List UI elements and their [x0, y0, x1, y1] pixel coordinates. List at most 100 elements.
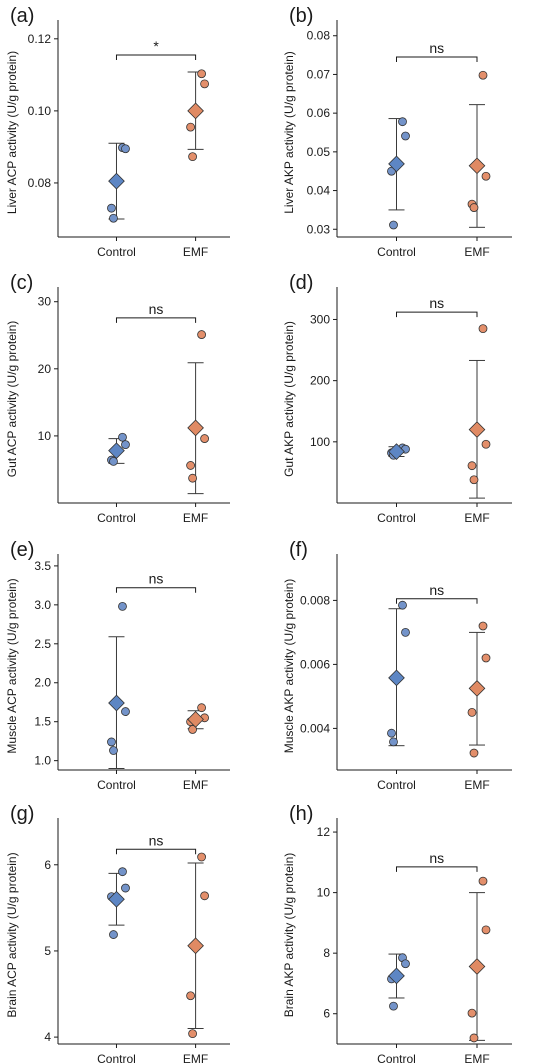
panel-label: (f) — [289, 539, 308, 561]
x-tick-label: EMF — [464, 511, 489, 525]
y-tick-label: 1.5 — [34, 715, 51, 729]
y-tick-label: 20 — [38, 362, 52, 376]
mean-marker — [187, 419, 204, 437]
y-tick-label: 3.0 — [34, 598, 51, 612]
data-point — [121, 440, 130, 450]
data-point — [121, 144, 130, 154]
mean-marker — [108, 694, 125, 712]
y-axis-title: Brain ACP activity (U/g protein) — [5, 852, 19, 1017]
data-point — [478, 621, 488, 631]
y-tick-label: 12 — [317, 825, 331, 839]
data-point — [481, 171, 491, 181]
x-tick-label: EMF — [183, 1052, 208, 1064]
panel-label: (d) — [289, 272, 313, 294]
data-point — [469, 475, 479, 485]
data-point — [478, 324, 488, 334]
y-tick-label: 2.0 — [34, 676, 51, 690]
data-point — [481, 925, 491, 935]
data-point — [387, 166, 396, 176]
data-point — [107, 737, 116, 747]
y-tick-label: 1.0 — [34, 754, 51, 768]
data-point — [467, 461, 477, 471]
significance-label: ns — [429, 295, 444, 311]
y-tick-label: 100 — [310, 435, 330, 449]
data-point — [109, 746, 118, 755]
mean-marker — [468, 157, 486, 175]
y-tick-label: 3.5 — [34, 559, 51, 573]
significance-bracket — [115, 54, 197, 61]
data-point — [109, 456, 118, 466]
x-tick-label: Control — [97, 511, 136, 525]
x-tick-label: Control — [377, 245, 416, 259]
data-point — [398, 600, 407, 610]
y-tick-label: 0.08 — [307, 29, 331, 43]
y-axis-title: Liver AKP activity (U/g protein) — [282, 51, 296, 214]
y-tick-label: 4 — [44, 1030, 51, 1044]
panel-label: (a) — [10, 5, 34, 27]
x-tick-label: EMF — [464, 245, 489, 259]
data-point — [389, 1001, 398, 1011]
significance-bracket — [396, 311, 478, 318]
x-tick-label: EMF — [183, 245, 208, 259]
x-tick-label: EMF — [183, 778, 208, 792]
significance-bracket — [396, 598, 478, 604]
data-point — [197, 69, 207, 79]
x-tick-label: EMF — [464, 1052, 489, 1064]
y-axis-title: Gut AKP activity (U/g protein) — [282, 321, 296, 477]
panel-d: (d) 100 200 300 Control EMF Gut AKP activity (… — [282, 272, 512, 525]
data-point — [478, 876, 488, 886]
data-point — [467, 708, 477, 717]
mean-marker — [187, 937, 204, 955]
y-tick-label: 0.006 — [300, 657, 330, 671]
data-point — [467, 1008, 477, 1018]
y-axis-title: Gut ACP activity (U/g protein) — [5, 321, 19, 478]
significance-label: ns — [149, 571, 164, 587]
x-tick-label: Control — [97, 245, 136, 259]
mean-marker — [108, 442, 125, 460]
significance-bracket — [115, 587, 197, 593]
panel-label: (c) — [10, 272, 33, 294]
x-tick-label: Control — [97, 1052, 136, 1064]
data-point — [481, 439, 491, 449]
data-point — [389, 737, 398, 747]
panel-label: (e) — [10, 539, 34, 561]
data-point — [197, 330, 207, 339]
y-tick-label: 0.07 — [307, 67, 331, 81]
data-point — [469, 748, 479, 758]
data-point — [121, 883, 130, 893]
data-point — [186, 122, 196, 132]
mean-marker — [468, 421, 486, 438]
mean-marker — [388, 155, 405, 173]
y-tick-label: 5 — [44, 944, 51, 958]
y-tick-label: 6 — [323, 1007, 330, 1021]
significance-label: * — [153, 38, 159, 54]
panel-label: (g) — [10, 803, 34, 825]
panel-label: (h) — [289, 803, 313, 825]
data-point — [188, 473, 198, 483]
data-point — [200, 79, 210, 89]
data-point — [188, 725, 198, 734]
significance-label: ns — [429, 850, 444, 866]
data-point — [188, 152, 198, 162]
data-point — [109, 930, 118, 939]
data-point — [387, 728, 396, 738]
panel-g: (g) 4 5 6 Control EMF Brain ACP activity (U/g … — [5, 803, 230, 1064]
data-point — [109, 213, 118, 223]
data-point — [481, 653, 491, 663]
y-tick-label: 0.008 — [300, 593, 330, 607]
data-point — [401, 131, 410, 141]
significance-label: ns — [429, 582, 444, 598]
data-point — [197, 703, 207, 713]
data-point — [197, 852, 207, 862]
significance-bracket — [115, 848, 197, 855]
data-point — [186, 991, 196, 1001]
panel-c: (c) 10 20 30 Control EMF Gut ACP activity (U/g… — [5, 272, 230, 525]
panel-label: (b) — [289, 5, 313, 27]
panel-f: (f) 0.004 0.006 0.008 Control EMF Muscle AKP a… — [282, 539, 512, 792]
y-tick-label: 0.06 — [307, 106, 331, 120]
data-point — [118, 432, 127, 442]
panel-a: (a) 0.08 0.10 0.12 Control EMF Liver ACP activ… — [5, 5, 230, 259]
panel-e: (e) 1.0 1.5 2.0 2.5 3.0 3.5 Control EMF Muscle AC… — [5, 539, 230, 792]
data-point — [469, 1033, 479, 1043]
